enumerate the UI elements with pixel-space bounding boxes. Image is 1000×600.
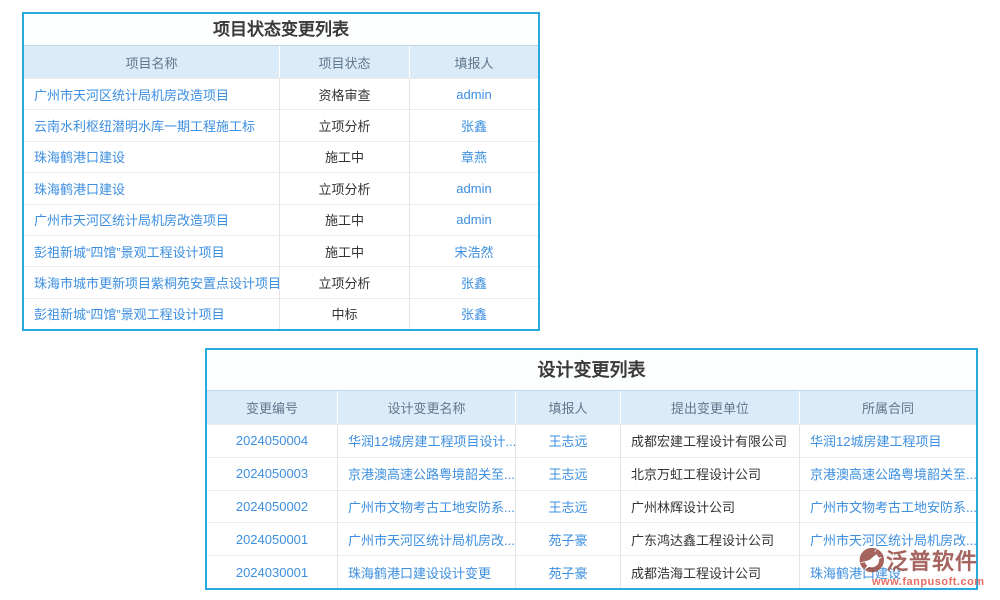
project-name-link[interactable]: 珠海鹤港口建设 — [24, 173, 280, 204]
change-id-link[interactable]: 2024050004 — [207, 425, 338, 457]
reporter-link[interactable]: 章燕 — [460, 150, 487, 166]
design-table-body: 2024050004 华润12城房建工程项目设计... 王志远 成都宏建工程设计… — [207, 424, 976, 588]
table-row: 2024050004 华润12城房建工程项目设计... 王志远 成都宏建工程设计… — [207, 424, 976, 457]
reporter-link[interactable]: 张鑫 — [460, 275, 487, 291]
table-row: 广州市天河区统计局机房改造项目 资格审查 admin — [24, 78, 538, 110]
reporter-link[interactable]: 张鑫 — [460, 307, 487, 323]
project-name-link[interactable]: 珠海市城市更新项目紫桐苑安置点设计项目 — [24, 267, 280, 298]
change-id-link[interactable]: 2024030001 — [207, 556, 338, 588]
header-contract: 所属合同 — [861, 401, 914, 416]
change-id-link[interactable]: 2024050002 — [207, 490, 338, 523]
header-design-change-name: 设计变更名称 — [338, 391, 516, 424]
design-change-name-link[interactable]: 广州市文物考古工地安防系... — [338, 490, 516, 523]
header-reporter: 填报人 — [454, 55, 494, 71]
project-status-value: 施工中 — [280, 204, 410, 235]
project-name-link[interactable]: 彭祖新城“四馆”景观工程设计项目 — [24, 235, 280, 267]
change-id-link[interactable]: 2024050003 — [207, 457, 338, 490]
design-change-name-link[interactable]: 华润12城房建工程项目设计... — [338, 425, 516, 457]
table-row: 广州市天河区统计局机房改造项目 施工中 admin — [24, 203, 538, 235]
reporter-link[interactable]: 王志远 — [516, 490, 621, 523]
table-row: 珠海鹤港口建设 施工中 章燕 — [24, 140, 538, 173]
project-status-value: 立项分析 — [280, 173, 410, 204]
design-table-title: 设计变更列表 — [207, 350, 976, 390]
table-row: 2024050002 广州市文物考古工地安防系... 王志远 广州林辉设计公司 … — [207, 489, 976, 523]
proposing-unit-value: 北京万虹工程设计公司 — [621, 457, 800, 490]
status-table-body: 广州市天河区统计局机房改造项目 资格审查 admin 云南水利枢纽潜明水库一期工… — [24, 78, 538, 329]
table-row: 云南水利枢纽潜明水库一期工程施工标 立项分析 张鑫 — [24, 109, 538, 141]
reporter-link[interactable]: 王志远 — [516, 457, 621, 490]
header-project-status: 项目状态 — [280, 46, 410, 78]
design-change-name-link[interactable]: 广州市天河区统计局机房改... — [338, 523, 516, 556]
status-change-table-panel: 项目状态变更列表 项目名称 项目状态 填报人 广州市天河区统计局机房改造项目 资… — [22, 12, 540, 331]
reporter-link[interactable]: admin — [456, 180, 492, 196]
design-change-name-link[interactable]: 京港澳高速公路粤境韶关至... — [338, 457, 516, 490]
reporter-link[interactable]: 张鑫 — [460, 119, 487, 135]
project-status-value: 立项分析 — [280, 110, 410, 141]
project-status-value: 资格审查 — [280, 79, 410, 110]
project-name-link[interactable]: 广州市天河区统计局机房改造项目 — [24, 79, 280, 110]
project-status-value: 立项分析 — [280, 267, 410, 298]
reporter-link[interactable]: admin — [456, 86, 492, 102]
reporter-link[interactable]: admin — [456, 212, 492, 228]
header-reporter: 填报人 — [516, 391, 621, 424]
contract-link[interactable]: 京港澳高速公路粤境韶关至... — [810, 467, 976, 483]
header-project-name: 项目名称 — [24, 46, 280, 78]
project-status-value: 施工中 — [280, 141, 410, 173]
project-status-value: 施工中 — [280, 235, 410, 267]
contract-link[interactable]: 珠海鹤港口建设 — [810, 565, 902, 581]
proposing-unit-value: 成都浩海工程设计公司 — [621, 556, 800, 588]
project-name-link[interactable]: 广州市天河区统计局机房改造项目 — [24, 204, 280, 235]
contract-link[interactable]: 广州市文物考古工地安防系... — [810, 499, 976, 515]
proposing-unit-value: 广州林辉设计公司 — [621, 490, 800, 523]
table-row: 2024050003 京港澳高速公路粤境韶关至... 王志远 北京万虹工程设计公… — [207, 456, 976, 490]
table-row: 珠海鹤港口建设 立项分析 admin — [24, 172, 538, 204]
header-proposing-unit: 提出变更单位 — [621, 391, 800, 424]
contract-link[interactable]: 华润12城房建工程项目 — [810, 434, 942, 450]
proposing-unit-value: 广东鸿达鑫工程设计公司 — [621, 523, 800, 556]
project-name-link[interactable]: 彭祖新城“四馆”景观工程设计项目 — [24, 298, 280, 329]
reporter-link[interactable]: 苑子豪 — [516, 556, 621, 588]
project-status-value: 中标 — [280, 298, 410, 329]
design-change-name-link[interactable]: 珠海鹤港口建设设计变更 — [338, 556, 516, 588]
table-row: 彭祖新城“四馆”景观工程设计项目 施工中 宋浩然 — [24, 234, 538, 267]
design-table-header-row: 变更编号 设计变更名称 填报人 提出变更单位 所属合同 — [207, 390, 976, 424]
status-table-title: 项目状态变更列表 — [24, 14, 538, 45]
reporter-link[interactable]: 宋浩然 — [454, 244, 494, 260]
status-table-header-row: 项目名称 项目状态 填报人 — [24, 45, 538, 78]
header-change-id: 变更编号 — [207, 391, 338, 424]
reporter-link[interactable]: 苑子豪 — [516, 523, 621, 556]
table-row: 珠海市城市更新项目紫桐苑安置点设计项目 立项分析 张鑫 — [24, 266, 538, 298]
table-row: 2024050001 广州市天河区统计局机房改... 苑子豪 广东鸿达鑫工程设计… — [207, 522, 976, 556]
table-row: 2024030001 珠海鹤港口建设设计变更 苑子豪 成都浩海工程设计公司 珠海… — [207, 555, 976, 588]
proposing-unit-value: 成都宏建工程设计有限公司 — [621, 425, 800, 457]
contract-link[interactable]: 广州市天河区统计局机房改... — [810, 532, 976, 548]
table-row: 彭祖新城“四馆”景观工程设计项目 中标 张鑫 — [24, 297, 538, 329]
reporter-link[interactable]: 王志远 — [516, 425, 621, 457]
project-name-link[interactable]: 珠海鹤港口建设 — [24, 141, 280, 173]
design-change-table-panel: 设计变更列表 变更编号 设计变更名称 填报人 提出变更单位 所属合同 20240… — [205, 348, 978, 590]
project-name-link[interactable]: 云南水利枢纽潜明水库一期工程施工标 — [24, 110, 280, 141]
change-id-link[interactable]: 2024050001 — [207, 523, 338, 556]
